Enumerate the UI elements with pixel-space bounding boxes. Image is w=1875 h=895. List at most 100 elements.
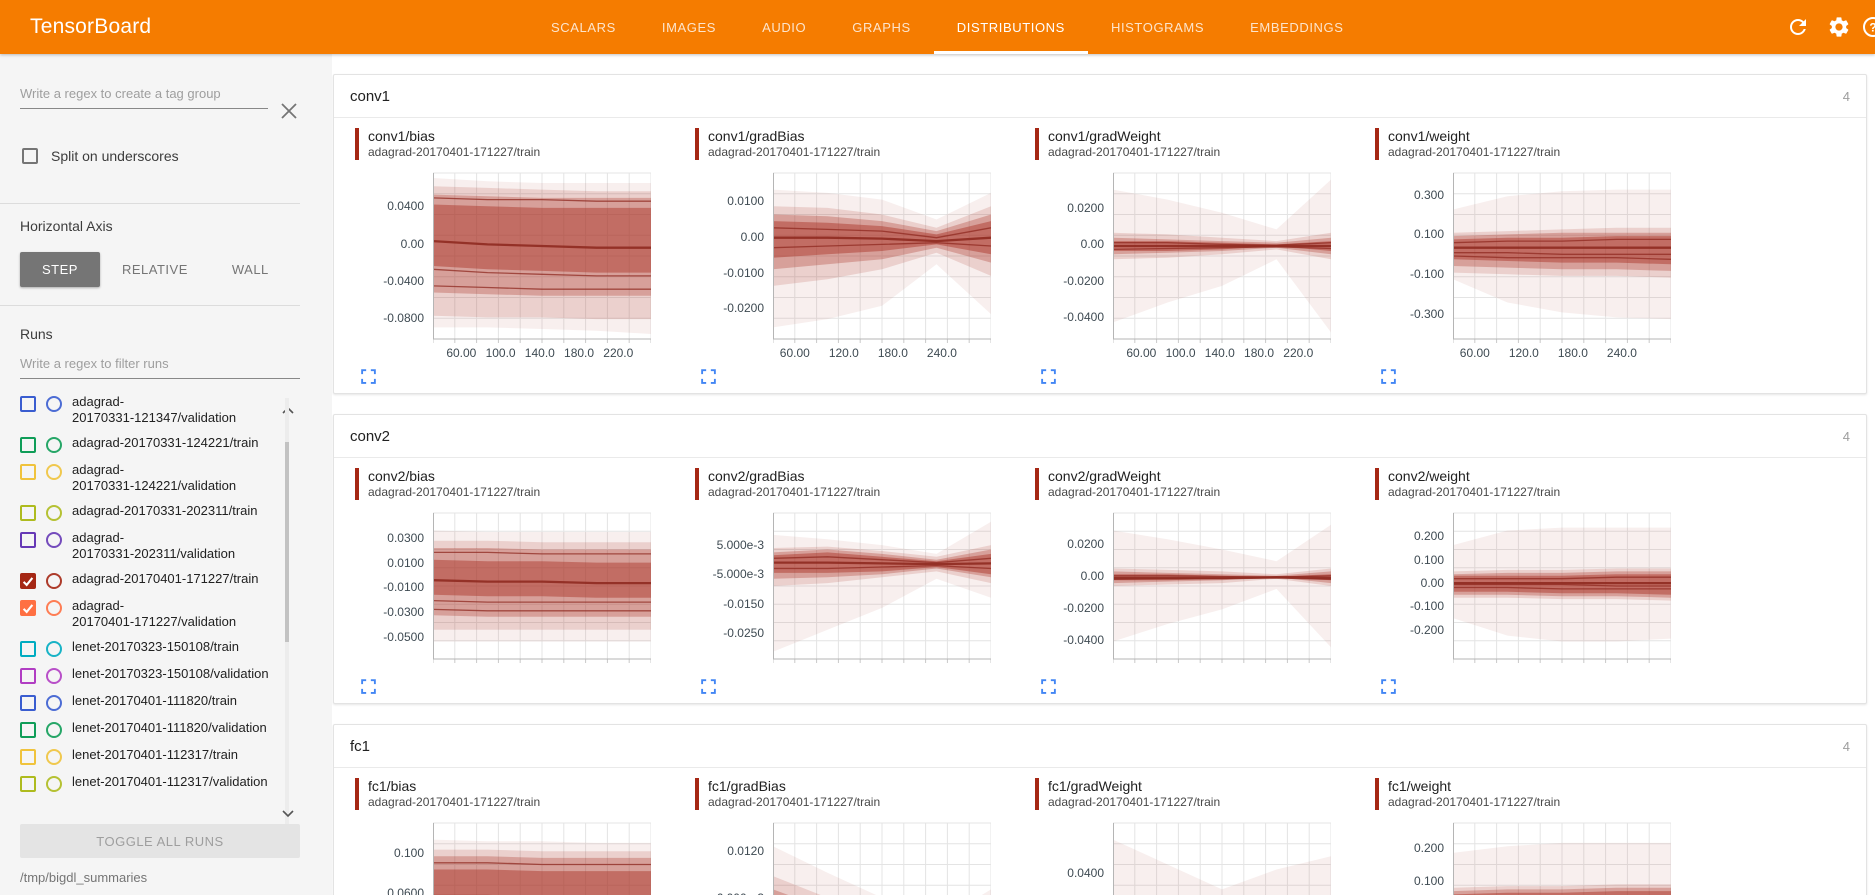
run-item[interactable]: adagrad- 20170331-121347/validation	[20, 394, 280, 426]
chart-run-label: adagrad-20170401-171227/train	[1048, 485, 1221, 499]
run-checkbox[interactable]	[20, 668, 36, 684]
chart-card: conv2/gradBias adagrad-20170401-171227/tr…	[695, 468, 1035, 695]
run-item[interactable]: adagrad- 20170331-202311/validation	[20, 530, 280, 562]
y-axis-label: -0.0400	[383, 273, 424, 288]
y-axis-label: 0.100	[1413, 552, 1444, 567]
run-item[interactable]: adagrad-20170401-171227/train	[20, 571, 280, 589]
clear-tag-regex-button[interactable]	[278, 100, 300, 122]
tab-scalars[interactable]: SCALARS	[551, 19, 616, 35]
run-item[interactable]: adagrad-20170331-202311/train	[20, 503, 280, 521]
toggle-all-runs-button[interactable]: TOGGLE ALL RUNS	[20, 824, 300, 858]
run-visibility-radio[interactable]	[46, 532, 62, 548]
chart-run-label: adagrad-20170401-171227/train	[1048, 145, 1221, 159]
run-item[interactable]: lenet-20170323-150108/train	[20, 639, 280, 657]
expand-chart-button[interactable]	[1381, 679, 1397, 695]
run-checkbox[interactable]	[20, 749, 36, 765]
run-item[interactable]: adagrad-20170331-124221/train	[20, 435, 280, 453]
chart-run-label: adagrad-20170401-171227/train	[368, 795, 541, 809]
run-visibility-radio[interactable]	[46, 505, 62, 521]
run-visibility-radio[interactable]	[46, 695, 62, 711]
x-axis-label: 60.00	[779, 346, 810, 360]
run-item[interactable]: lenet-20170401-111820/validation	[20, 720, 280, 738]
run-checkbox[interactable]	[20, 600, 36, 616]
run-checkbox[interactable]	[20, 464, 36, 480]
plot-svg	[1453, 172, 1671, 343]
run-checkbox[interactable]	[20, 532, 36, 548]
chart-title: conv2/gradBias	[708, 468, 805, 484]
chart-card: fc1/gradBias adagrad-20170401-171227/trai…	[695, 778, 1035, 895]
run-checkbox[interactable]	[20, 573, 36, 589]
chart-title-block: conv2/gradBias adagrad-20170401-171227/tr…	[695, 468, 1035, 500]
run-checkbox[interactable]	[20, 722, 36, 738]
run-checkbox[interactable]	[20, 641, 36, 657]
settings-button[interactable]	[1827, 15, 1851, 39]
x-axis-label: 100.0	[1165, 346, 1196, 360]
y-axis-label: 0.0100	[387, 555, 424, 570]
chart-run-label: adagrad-20170401-171227/train	[368, 485, 541, 499]
tab-embeddings[interactable]: EMBEDDINGS	[1250, 19, 1344, 35]
expand-chart-button[interactable]	[701, 369, 717, 385]
distribution-plot: 0.0300 0.0100 -0.0100 -0.0300 -0.0500	[355, 509, 695, 663]
scroll-down-button[interactable]	[281, 806, 295, 818]
tab-distributions[interactable]: DISTRIBUTIONS	[933, 0, 1088, 54]
x-axis-label: 60.00	[446, 346, 477, 360]
run-item[interactable]: lenet-20170401-112317/validation	[20, 774, 280, 792]
run-visibility-radio[interactable]	[46, 573, 62, 589]
run-visibility-radio[interactable]	[46, 749, 62, 765]
chart-run-label: adagrad-20170401-171227/train	[1388, 145, 1561, 159]
section-header[interactable]: conv1 4	[334, 75, 1866, 118]
run-visibility-radio[interactable]	[46, 437, 62, 453]
run-visibility-radio[interactable]	[46, 722, 62, 738]
expand-chart-button[interactable]	[1041, 679, 1057, 695]
run-checkbox[interactable]	[20, 776, 36, 792]
run-item[interactable]: adagrad- 20170331-124221/validation	[20, 462, 280, 494]
run-checkbox[interactable]	[20, 437, 36, 453]
run-item[interactable]: lenet-20170401-111820/train	[20, 693, 280, 711]
tab-graphs[interactable]: GRAPHS	[852, 19, 911, 35]
split-on-underscores-checkbox[interactable]	[22, 148, 38, 164]
run-item[interactable]: adagrad- 20170401-171227/validation	[20, 598, 280, 630]
split-on-underscores-row: Split on underscores	[22, 148, 179, 164]
run-label: adagrad-20170401-171227/train	[72, 571, 259, 586]
tab-histograms[interactable]: HISTOGRAMS	[1110, 19, 1205, 35]
chart-title-block: conv2/bias adagrad-20170401-171227/train	[355, 468, 695, 500]
expand-chart-button[interactable]	[1041, 369, 1057, 385]
sections-container: conv1 4 conv1/bias adagrad-20170401-171227/…	[332, 74, 1875, 895]
run-visibility-radio[interactable]	[46, 396, 62, 412]
run-visibility-radio[interactable]	[46, 668, 62, 684]
section-header[interactable]: fc1 4	[334, 725, 1866, 768]
run-checkbox[interactable]	[20, 695, 36, 711]
axis-mode-step-button[interactable]: STEP	[20, 252, 100, 287]
run-item[interactable]: lenet-20170323-150108/validation	[20, 666, 280, 684]
section-header[interactable]: conv2 4	[334, 415, 1866, 458]
run-visibility-radio[interactable]	[46, 600, 62, 616]
runs-scrollbar-thumb[interactable]	[285, 442, 289, 642]
runs-label: Runs	[20, 326, 53, 342]
runs-scrollbar[interactable]	[285, 398, 289, 828]
axis-mode-wall-button[interactable]: WALL	[231, 262, 269, 277]
run-visibility-radio[interactable]	[46, 776, 62, 792]
distribution-plot: 5.000e-3 -5.000e-3 -0.0150 -0.0250	[695, 509, 1035, 663]
axis-mode-relative-button[interactable]: RELATIVE	[121, 262, 188, 277]
run-checkbox[interactable]	[20, 505, 36, 521]
chart-title-block: conv1/bias adagrad-20170401-171227/train	[355, 128, 695, 160]
run-item[interactable]: lenet-20170401-112317/train	[20, 747, 280, 765]
run-checkbox[interactable]	[20, 396, 36, 412]
app-title: TensorBoard	[30, 15, 152, 38]
run-visibility-radio[interactable]	[46, 641, 62, 657]
expand-chart-button[interactable]	[361, 679, 377, 695]
expand-chart-button[interactable]	[361, 369, 377, 385]
expand-chart-button[interactable]	[1381, 369, 1397, 385]
tab-images[interactable]: IMAGES	[661, 19, 717, 35]
tab-audio[interactable]: AUDIO	[762, 19, 807, 35]
refresh-button[interactable]	[1786, 15, 1810, 39]
expand-chart-button[interactable]	[701, 679, 717, 695]
chart-title-block: conv1/gradBias adagrad-20170401-171227/tr…	[695, 128, 1035, 160]
help-button[interactable]: ?	[1861, 15, 1875, 39]
y-axis-label: 0.00	[1420, 576, 1444, 591]
chart-title-block: fc1/bias adagrad-20170401-171227/train	[355, 778, 695, 810]
run-visibility-radio[interactable]	[46, 464, 62, 480]
tag-group-regex-input[interactable]	[20, 86, 268, 109]
runs-filter-input[interactable]	[20, 356, 300, 379]
